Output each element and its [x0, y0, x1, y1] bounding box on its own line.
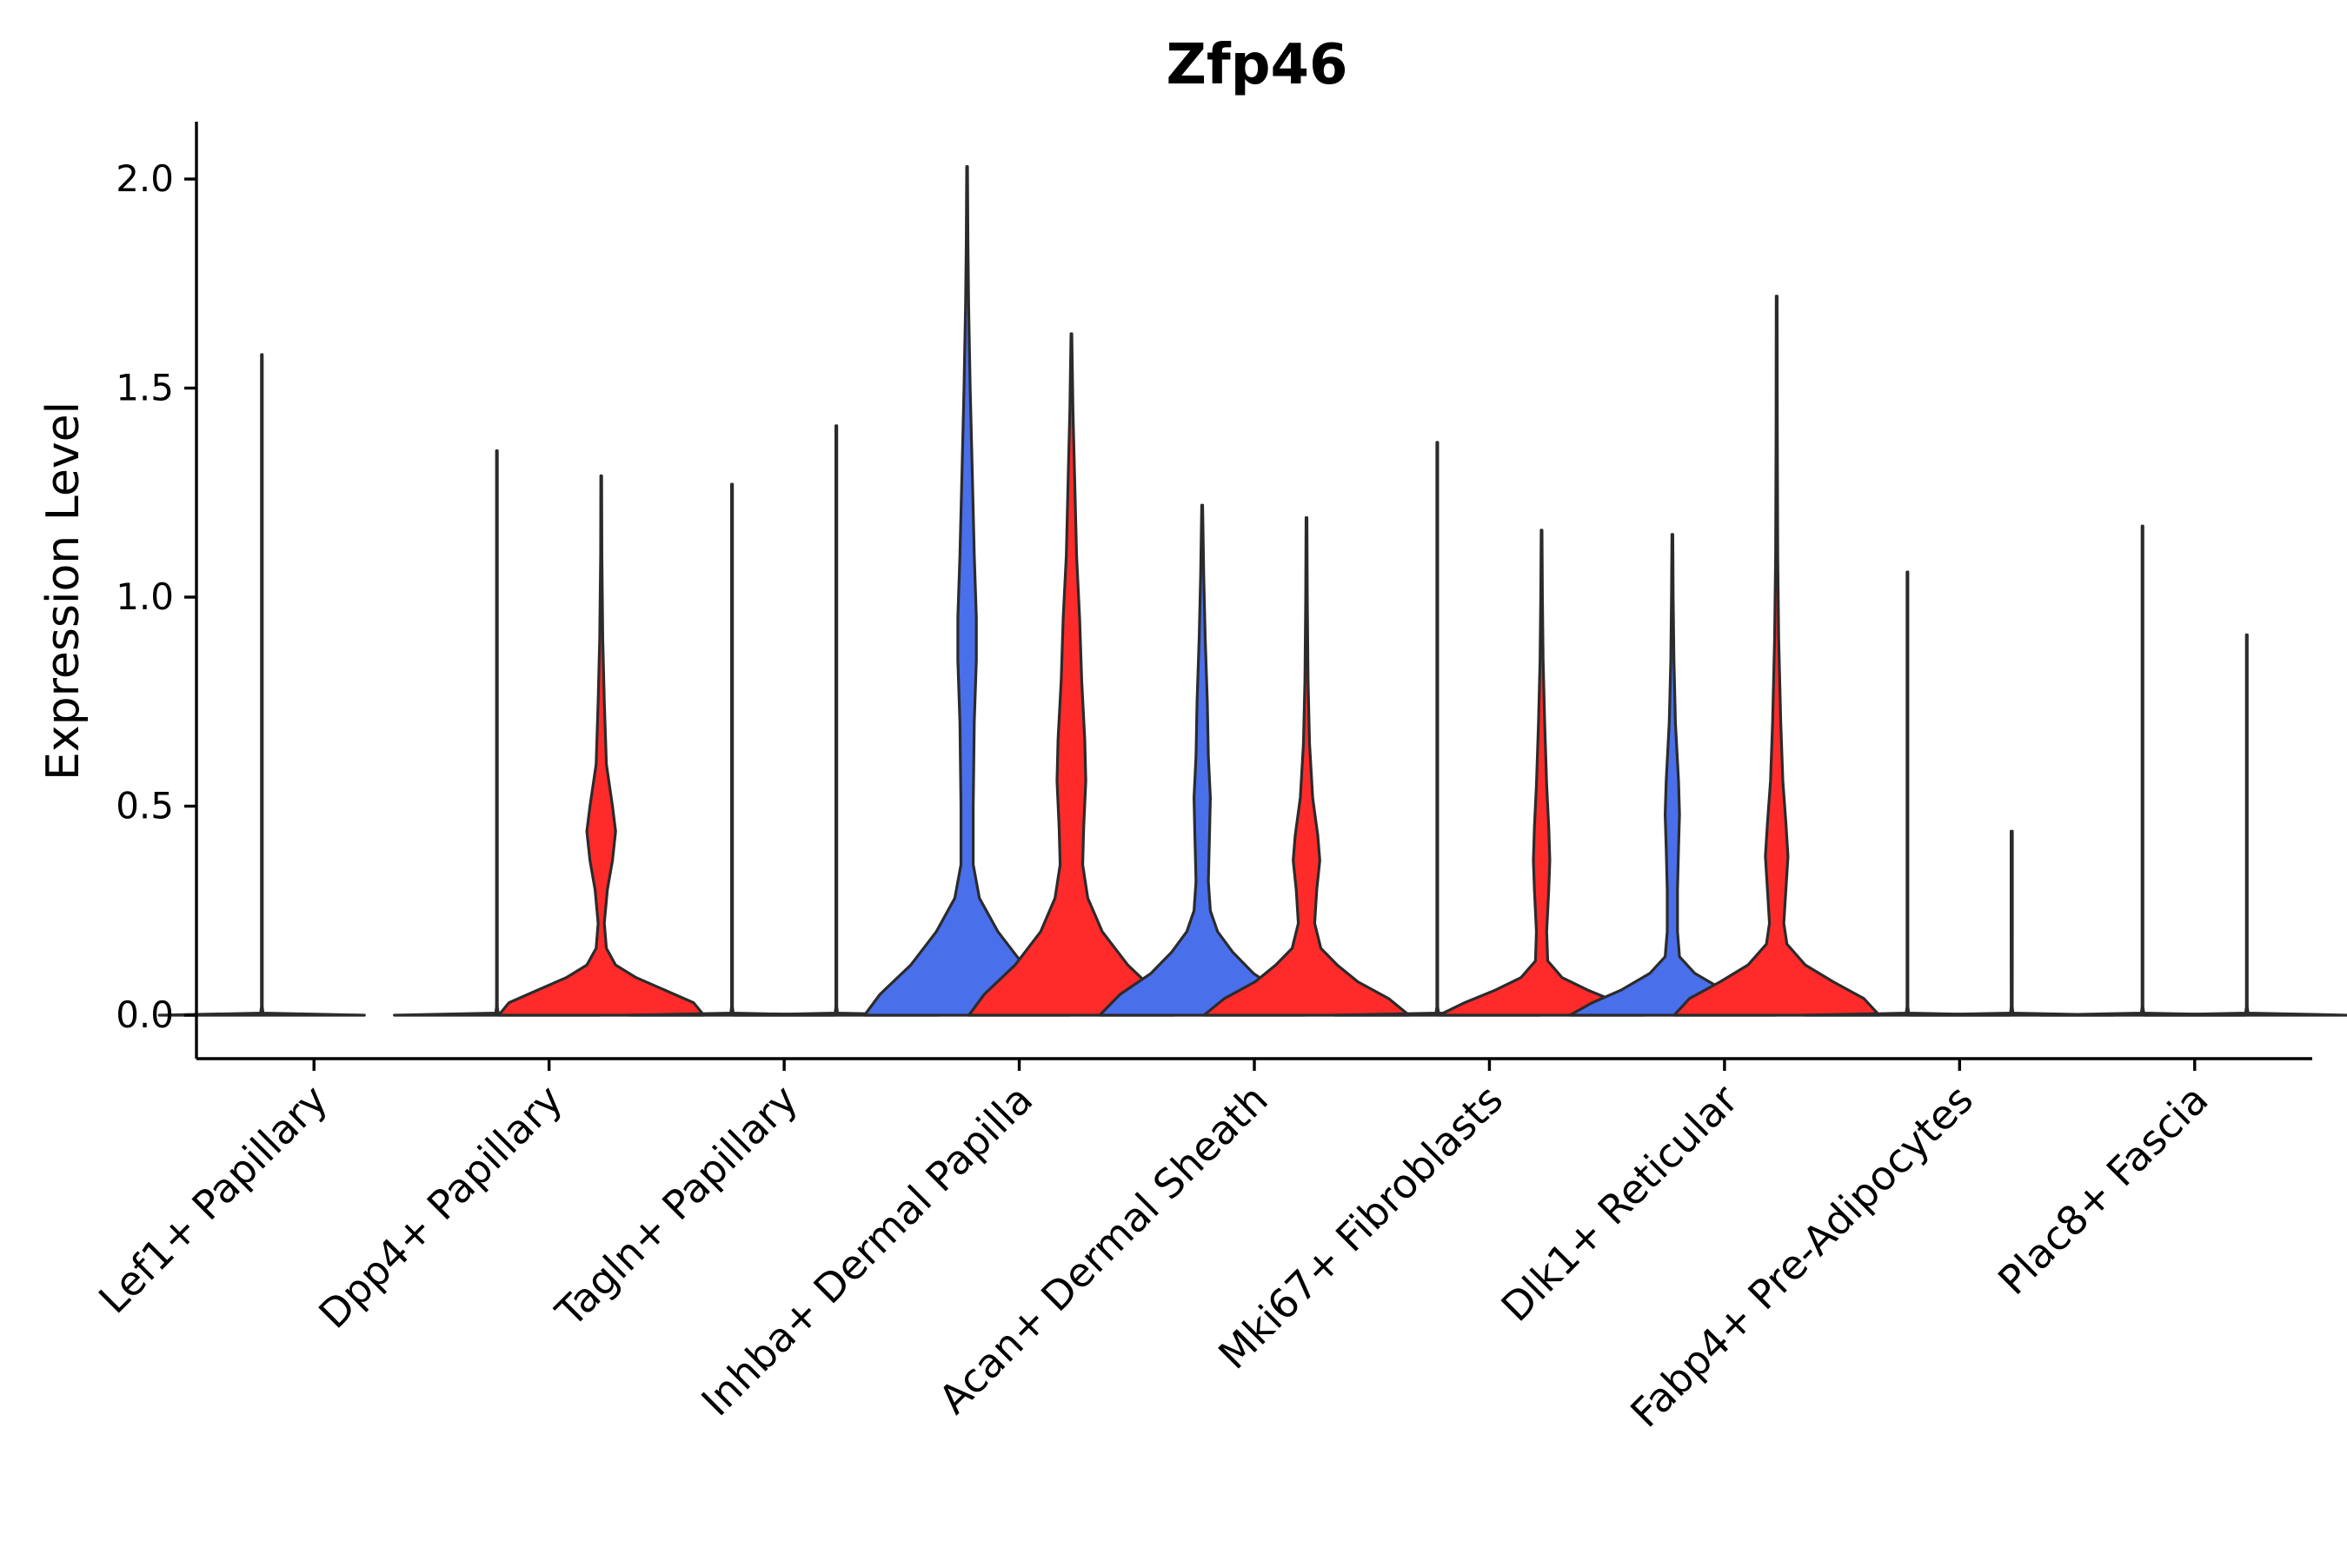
x-tick-label: Dlk1+ Reticular — [1492, 1076, 1746, 1331]
violin-1-group1 — [157, 353, 366, 1017]
violin-7-group1 — [1568, 533, 1777, 1017]
violin-2-group2 — [497, 474, 706, 1017]
violin-3-group1 — [628, 482, 836, 1017]
violin-2-group1 — [393, 449, 602, 1017]
y-axis-label: Expression Level — [37, 402, 90, 781]
x-tick-label: Dpp4+ Papillary — [309, 1076, 571, 1338]
violin-4-group1 — [863, 165, 1072, 1017]
x-tick-label: Tagln+ Papillary — [546, 1076, 807, 1337]
violin-8-group1 — [1803, 570, 2011, 1017]
x-tick-label: Lef1+ Papillary — [90, 1076, 336, 1323]
x-tick-label: Plac8+ Fascia — [1989, 1076, 2217, 1304]
y-tick-label: 1.0 — [116, 575, 174, 618]
violin-5-group2 — [1202, 516, 1411, 1017]
violin-6-group1 — [1333, 441, 1541, 1017]
violin-9-group1 — [2038, 524, 2247, 1017]
violins-layer — [157, 165, 2347, 1017]
violin-5-group1 — [1098, 503, 1306, 1017]
y-tick-label: 2.0 — [116, 157, 174, 200]
chart-title: Zfp46 — [1166, 33, 1347, 97]
violin-4-group2 — [967, 332, 1176, 1017]
violin-8-group2 — [1907, 829, 2116, 1017]
violin-7-group2 — [1672, 295, 1881, 1017]
violin-3-group2 — [732, 424, 941, 1017]
violin-6-group2 — [1437, 528, 1646, 1017]
y-tick-label: 1.5 — [116, 367, 174, 409]
violin-9-group2 — [2143, 633, 2347, 1017]
y-tick-label: 0.5 — [116, 785, 174, 827]
y-tick-label: 0.0 — [116, 993, 174, 1036]
